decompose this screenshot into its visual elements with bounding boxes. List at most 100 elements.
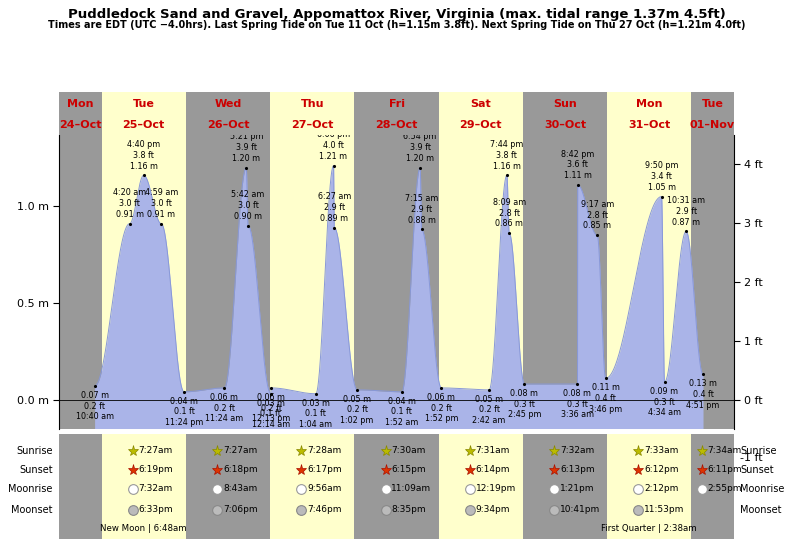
Text: 9:34pm: 9:34pm	[476, 505, 510, 514]
Text: 7:34am: 7:34am	[707, 446, 741, 455]
Text: 30–Oct: 30–Oct	[544, 120, 586, 130]
Text: 0.06 m
0.2 ft
11:24 am: 0.06 m 0.2 ft 11:24 am	[205, 393, 243, 423]
Text: 6:11pm: 6:11pm	[707, 465, 742, 474]
Text: 26–Oct: 26–Oct	[207, 120, 249, 130]
Text: 4:59 am
3.0 ft
0.91 m: 4:59 am 3.0 ft 0.91 m	[144, 188, 178, 219]
Text: 0.11 m
0.4 ft
3:46 pm: 0.11 m 0.4 ft 3:46 pm	[589, 383, 623, 413]
Text: 6:17pm: 6:17pm	[307, 465, 342, 474]
Bar	[607, 135, 691, 429]
Text: 0.03 m
0.1 ft
1:04 am: 0.03 m 0.1 ft 1:04 am	[299, 398, 332, 429]
Text: 7:44 pm
3.8 ft
1.16 m: 7:44 pm 3.8 ft 1.16 m	[490, 140, 523, 170]
Bar	[439, 135, 523, 429]
Text: 7:27am: 7:27am	[139, 446, 173, 455]
Bar	[59, 92, 102, 135]
Text: 31–Oct: 31–Oct	[628, 120, 670, 130]
Text: 11:53pm: 11:53pm	[644, 505, 684, 514]
Text: Sun: Sun	[554, 99, 577, 109]
Text: Sunrise: Sunrise	[741, 446, 777, 455]
Bar	[439, 92, 523, 135]
Bar	[270, 434, 354, 539]
Text: 7:30am: 7:30am	[392, 446, 426, 455]
Text: 6:33pm: 6:33pm	[139, 505, 174, 514]
Text: 6:27 am
2.9 ft
0.89 m: 6:27 am 2.9 ft 0.89 m	[317, 192, 351, 223]
Text: 7:15 am
2.9 ft
0.88 m: 7:15 am 2.9 ft 0.88 m	[405, 194, 439, 225]
Text: 5:42 am
3.0 ft
0.90 m: 5:42 am 3.0 ft 0.90 m	[232, 190, 265, 221]
Text: 0.07 m
0.2 ft
10:40 am: 0.07 m 0.2 ft 10:40 am	[75, 391, 113, 421]
Text: -1 ft: -1 ft	[741, 453, 763, 464]
Text: Times are EDT (UTC −4.0hrs). Last Spring Tide on Tue 11 Oct (h=1.15m 3.8ft). Nex: Times are EDT (UTC −4.0hrs). Last Spring…	[48, 20, 745, 30]
Bar	[607, 434, 691, 539]
Bar	[439, 434, 523, 539]
Text: 6:06 pm
4.0 ft
1.21 m: 6:06 pm 4.0 ft 1.21 m	[317, 130, 351, 161]
Text: 10:31 am
2.9 ft
0.87 m: 10:31 am 2.9 ft 0.87 m	[667, 196, 705, 226]
Text: 7:27am: 7:27am	[223, 446, 257, 455]
Text: 25–Oct: 25–Oct	[123, 120, 165, 130]
Text: 7:06pm: 7:06pm	[223, 505, 258, 514]
Text: 1:21pm: 1:21pm	[560, 484, 595, 493]
Text: 9:56am: 9:56am	[307, 484, 342, 493]
Text: 9:50 pm
3.4 ft
1.05 m: 9:50 pm 3.4 ft 1.05 m	[645, 161, 678, 192]
Text: New Moon | 6:48am: New Moon | 6:48am	[101, 524, 187, 533]
Text: 8:42 pm
3.6 ft
1.11 m: 8:42 pm 3.6 ft 1.11 m	[561, 150, 594, 180]
Bar	[691, 434, 734, 539]
Text: 6:54 pm
3.9 ft
1.20 m: 6:54 pm 3.9 ft 1.20 m	[404, 132, 437, 163]
Text: 0.04 m
0.1 ft
1:52 am: 0.04 m 0.1 ft 1:52 am	[385, 397, 419, 427]
Bar	[607, 92, 691, 135]
Text: 0.03 m
0.1 ft
12:14 am: 0.03 m 0.1 ft 12:14 am	[251, 398, 290, 429]
Text: 7:28am: 7:28am	[307, 446, 342, 455]
Text: 6:19pm: 6:19pm	[139, 465, 174, 474]
Bar	[186, 92, 270, 135]
Text: 0.08 m
0.3 ft
2:45 pm: 0.08 m 0.3 ft 2:45 pm	[508, 389, 542, 419]
Text: Thu: Thu	[301, 99, 324, 109]
Text: Tue: Tue	[702, 99, 723, 109]
Text: 6:13pm: 6:13pm	[560, 465, 595, 474]
Text: 7:31am: 7:31am	[476, 446, 510, 455]
Text: 7:46pm: 7:46pm	[307, 505, 342, 514]
Text: 0.09 m
0.3 ft
4:34 am: 0.09 m 0.3 ft 4:34 am	[648, 387, 681, 417]
Text: 8:35pm: 8:35pm	[392, 505, 426, 514]
Text: 0.06 m
0.2 ft
12:13 pm: 0.06 m 0.2 ft 12:13 pm	[252, 393, 290, 423]
Bar	[354, 434, 439, 539]
Text: 8:09 am
2.8 ft
0.86 m: 8:09 am 2.8 ft 0.86 m	[492, 198, 526, 229]
Bar	[102, 135, 186, 429]
Text: Moonset: Moonset	[11, 505, 52, 515]
Bar	[102, 434, 186, 539]
Text: 5:21 pm
3.9 ft
1.20 m: 5:21 pm 3.9 ft 1.20 m	[229, 132, 263, 163]
Bar	[691, 92, 734, 135]
Bar	[354, 92, 439, 135]
Bar	[523, 92, 607, 135]
Text: Wed: Wed	[214, 99, 242, 109]
Text: 10:41pm: 10:41pm	[560, 505, 600, 514]
Bar	[523, 434, 607, 539]
Text: 11:09am: 11:09am	[392, 484, 431, 493]
Text: Moonrise: Moonrise	[9, 483, 52, 494]
Text: 6:18pm: 6:18pm	[223, 465, 258, 474]
Bar	[59, 434, 102, 539]
Text: 2:12pm: 2:12pm	[644, 484, 679, 493]
Bar	[186, 434, 270, 539]
Text: 8:43am: 8:43am	[223, 484, 257, 493]
Text: 7:33am: 7:33am	[644, 446, 679, 455]
Text: 0.06 m
0.2 ft
1:52 pm: 0.06 m 0.2 ft 1:52 pm	[425, 393, 458, 423]
Text: 01–Nov: 01–Nov	[690, 120, 735, 130]
Text: 4:40 pm
3.8 ft
1.16 m: 4:40 pm 3.8 ft 1.16 m	[127, 140, 160, 170]
Text: Sat: Sat	[470, 99, 491, 109]
Text: 29–Oct: 29–Oct	[459, 120, 502, 130]
Text: Puddledock Sand and Gravel, Appomattox River, Virginia (max. tidal range 1.37m 4: Puddledock Sand and Gravel, Appomattox R…	[67, 8, 726, 21]
Text: 6:12pm: 6:12pm	[644, 465, 679, 474]
Text: Sunset: Sunset	[19, 465, 52, 475]
Text: 12:19pm: 12:19pm	[476, 484, 516, 493]
Text: 0.08 m
0.3 ft
3:36 am: 0.08 m 0.3 ft 3:36 am	[561, 389, 594, 419]
Text: First Quarter | 2:38am: First Quarter | 2:38am	[601, 524, 697, 533]
Text: 0.05 m
0.2 ft
1:02 pm: 0.05 m 0.2 ft 1:02 pm	[340, 395, 374, 425]
Text: Tue: Tue	[132, 99, 155, 109]
Text: 7:32am: 7:32am	[560, 446, 594, 455]
Text: 27–Oct: 27–Oct	[291, 120, 333, 130]
Bar	[102, 92, 186, 135]
Text: Mon: Mon	[67, 99, 94, 109]
Bar	[186, 135, 270, 429]
Text: 0.13 m
0.4 ft
4:51 pm: 0.13 m 0.4 ft 4:51 pm	[686, 379, 720, 410]
Bar	[270, 92, 354, 135]
Bar	[523, 135, 607, 429]
Text: 6:14pm: 6:14pm	[476, 465, 510, 474]
